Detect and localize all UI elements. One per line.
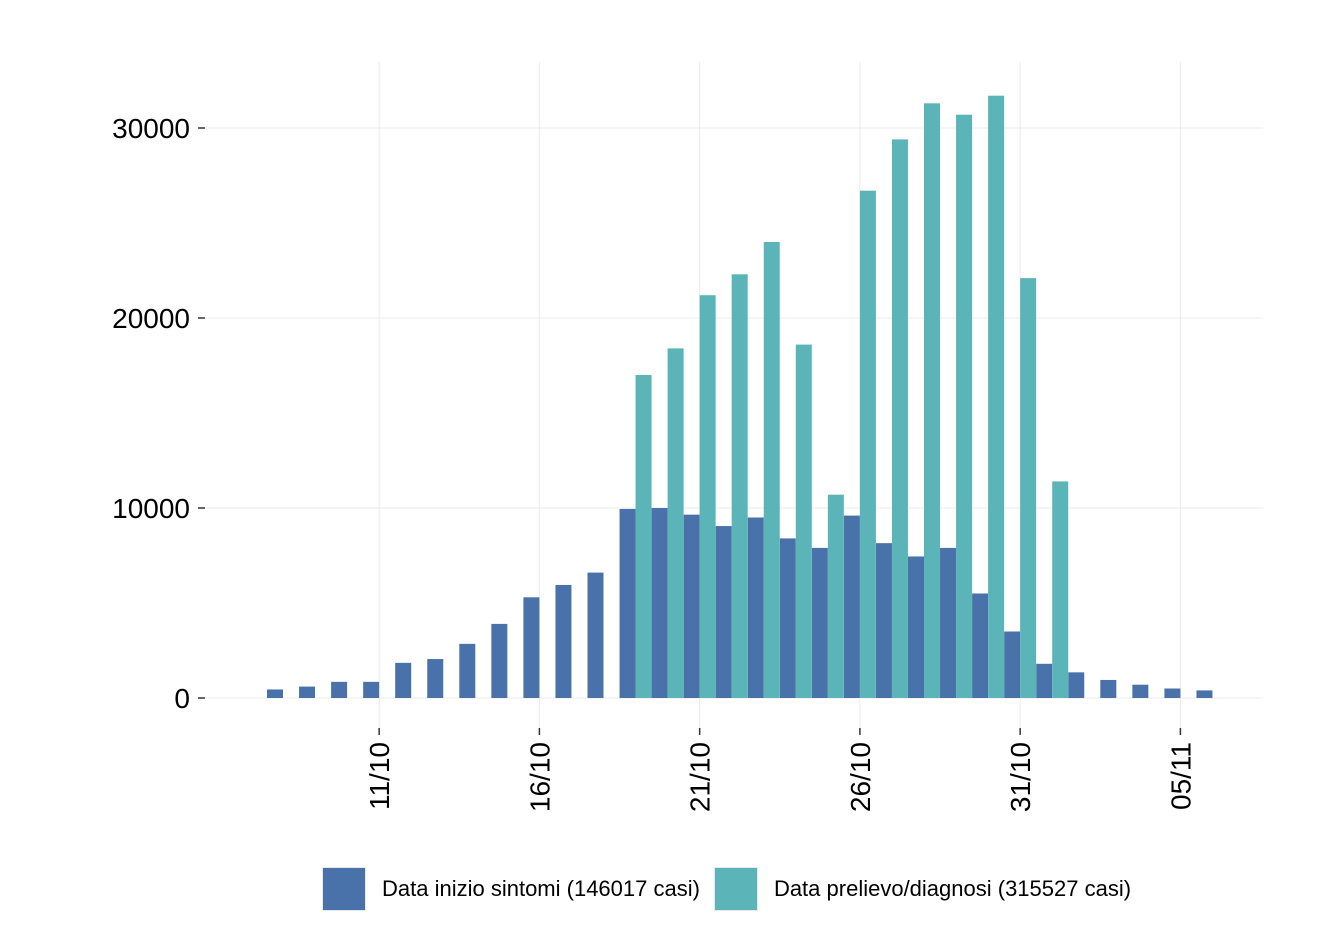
bar-prelievo-diagnosi [891,139,908,698]
bar-prelievo-diagnosi [988,95,1005,698]
legend-swatch-diagnosi [713,867,758,911]
bar-inizio-sintomi [843,515,860,698]
bar-inizio-sintomi [908,556,924,698]
y-tick-label: 10000 [112,493,190,524]
bar-inizio-sintomi [619,508,636,698]
x-tick-label: 21/10 [685,742,716,812]
bar-inizio-sintomi [1100,679,1117,698]
bar-inizio-sintomi [747,517,764,698]
bar-inizio-sintomi [427,659,444,698]
x-tick-label: 05/11 [1165,742,1196,810]
bar-prelievo-diagnosi [795,344,812,698]
bar-inizio-sintomi [811,547,828,698]
bar-inizio-sintomi [1004,631,1021,698]
bar-inizio-sintomi [940,547,957,698]
bar-inizio-sintomi [363,681,380,698]
legend-label-sintomi: Data inizio sintomi (146017 casi) [382,876,700,901]
y-tick-label: 20000 [112,303,190,334]
bar-inizio-sintomi [972,593,989,698]
legend-item-sintomi: Data inizio sintomi (146017 casi) [322,867,700,911]
bar-inizio-sintomi [459,643,476,698]
bar-inizio-sintomi [715,526,732,698]
bar-prelievo-diagnosi [956,114,973,698]
legend-swatch-sintomi [322,867,366,911]
y-tick-label: 0 [174,683,190,714]
bar-inizio-sintomi [1164,688,1181,698]
bar-inizio-sintomi [523,597,540,698]
bar-prelievo-diagnosi [827,494,844,698]
bar-inizio-sintomi [1196,690,1213,698]
x-axis: 11/10 16/10 21/10 26/10 31/10 05/11 [364,728,1196,812]
bar-inizio-sintomi [555,584,572,698]
bar-inizio-sintomi [491,623,508,698]
bar-prelievo-diagnosi [667,348,684,698]
bar-inizio-sintomi [1036,663,1053,698]
bar-inizio-sintomi [587,572,604,698]
bar-inizio-sintomi [299,686,316,698]
x-tick-label: 31/10 [1005,742,1036,812]
legend-item-diagnosi: Data prelievo/diagnosi (315527 casi) [713,867,1132,911]
bar-prelievo-diagnosi [1052,481,1069,698]
bar-inizio-sintomi [875,543,892,698]
bar-inizio-sintomi [779,538,796,698]
bar-inizio-sintomi [267,689,283,698]
bar-prelievo-diagnosi [924,103,940,699]
bar-prelievo-diagnosi [635,375,652,698]
legend: Data inizio sintomi (146017 casi) Data p… [322,866,1145,912]
bar-prelievo-diagnosi [699,295,716,698]
y-tick-label: 30000 [112,113,190,144]
x-tick-label: 16/10 [524,742,555,812]
y-axis: 0 10000 20000 30000 [112,113,205,714]
bar-inizio-sintomi [395,662,412,698]
bar-prelievo-diagnosi [1020,278,1037,698]
bar-inizio-sintomi [1132,684,1149,698]
bar-prelievo-diagnosi [731,274,748,698]
bar-prelievo-diagnosi [859,190,876,698]
x-tick-label: 26/10 [845,742,876,812]
bar-inizio-sintomi [1068,672,1085,698]
x-tick-label: 11/10 [364,742,395,810]
bar-inizio-sintomi [651,508,668,698]
legend-label-diagnosi: Data prelievo/diagnosi (315527 casi) [773,876,1132,901]
bar-inizio-sintomi [331,681,348,698]
bar-prelievo-diagnosi [763,242,780,698]
bars [267,95,1213,699]
bar-inizio-sintomi [683,514,700,698]
